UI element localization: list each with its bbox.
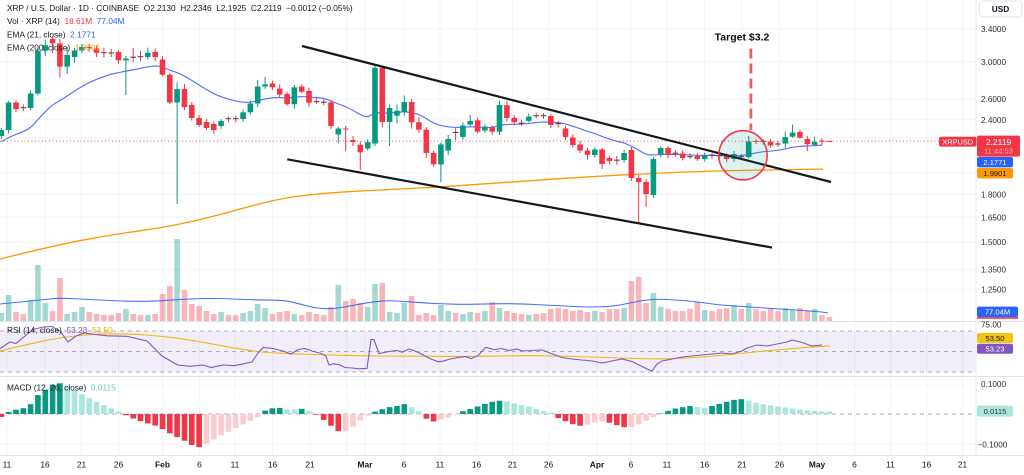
svg-text:11: 11 <box>231 460 240 470</box>
svg-text:53.50: 53.50 <box>985 334 1004 343</box>
svg-text:EMA (200, close) 1.9901: EMA (200, close) 1.9901 <box>7 43 101 53</box>
svg-text:6: 6 <box>852 460 857 470</box>
svg-text:3.0000: 3.0000 <box>981 58 1006 67</box>
svg-text:77.04M: 77.04M <box>985 308 1010 317</box>
svg-text:MACD (12, 26, close) 0.0115: MACD (12, 26, close) 0.0115 <box>7 382 116 392</box>
svg-text:16: 16 <box>472 460 482 470</box>
svg-text:XRP / U.S. Dollar · 1D · COINB: XRP / U.S. Dollar · 1D · COINBASE O2.213… <box>7 3 353 13</box>
svg-text:16: 16 <box>700 460 710 470</box>
svg-text:6: 6 <box>197 460 202 470</box>
svg-text:11: 11 <box>3 460 12 470</box>
svg-text:11: 11 <box>663 460 672 470</box>
svg-text:0.0115: 0.0115 <box>984 407 1007 416</box>
svg-text:0.1000: 0.1000 <box>981 380 1006 389</box>
svg-text:1.3500: 1.3500 <box>981 265 1006 274</box>
svg-text:53.23: 53.23 <box>985 345 1004 354</box>
svg-text:26: 26 <box>775 460 785 470</box>
svg-text:75.00: 75.00 <box>981 320 1002 329</box>
svg-text:16: 16 <box>922 460 932 470</box>
svg-text:3.4000: 3.4000 <box>981 25 1006 34</box>
svg-text:Apr: Apr <box>590 460 605 470</box>
svg-text:2.6000: 2.6000 <box>981 95 1006 104</box>
svg-text:6: 6 <box>402 460 407 470</box>
svg-text:Mar: Mar <box>358 460 374 470</box>
svg-text:11:44:53: 11:44:53 <box>984 147 1013 156</box>
svg-text:1.5000: 1.5000 <box>981 238 1006 247</box>
svg-text:21: 21 <box>958 460 968 470</box>
svg-text:−0.1000: −0.1000 <box>978 440 1008 449</box>
svg-text:EMA (21, close) 2.1771: EMA (21, close) 2.1771 <box>7 29 96 39</box>
svg-text:2.2119: 2.2119 <box>986 137 1012 147</box>
svg-text:1.8000: 1.8000 <box>981 190 1006 199</box>
svg-text:1.6500: 1.6500 <box>981 213 1006 222</box>
svg-text:Target $3.2: Target $3.2 <box>715 32 770 44</box>
svg-text:16: 16 <box>40 460 50 470</box>
svg-text:Feb: Feb <box>155 460 170 470</box>
svg-text:1.2500: 1.2500 <box>981 285 1006 294</box>
svg-text:USD: USD <box>992 4 1010 14</box>
svg-text:26: 26 <box>114 460 124 470</box>
svg-text:May: May <box>809 460 826 470</box>
svg-text:2.4000: 2.4000 <box>981 116 1006 125</box>
svg-text:1.9901: 1.9901 <box>983 169 1006 178</box>
svg-text:11: 11 <box>886 460 895 470</box>
svg-text:21: 21 <box>737 460 747 470</box>
svg-text:Vol · XRP (14) 18.61M 77.04M: Vol · XRP (14) 18.61M 77.04M <box>7 16 125 26</box>
svg-text:21: 21 <box>508 460 518 470</box>
svg-text:XRPUSD: XRPUSD <box>942 138 973 147</box>
svg-text:11: 11 <box>436 460 445 470</box>
svg-text:RSI (14, close) 53.23 53.50: RSI (14, close) 53.23 53.50 <box>7 325 113 335</box>
svg-text:26: 26 <box>544 460 554 470</box>
svg-text:21: 21 <box>77 460 87 470</box>
svg-text:16: 16 <box>268 460 278 470</box>
svg-text:21: 21 <box>305 460 315 470</box>
svg-text:6: 6 <box>629 460 634 470</box>
svg-text:2.1771: 2.1771 <box>983 158 1006 167</box>
